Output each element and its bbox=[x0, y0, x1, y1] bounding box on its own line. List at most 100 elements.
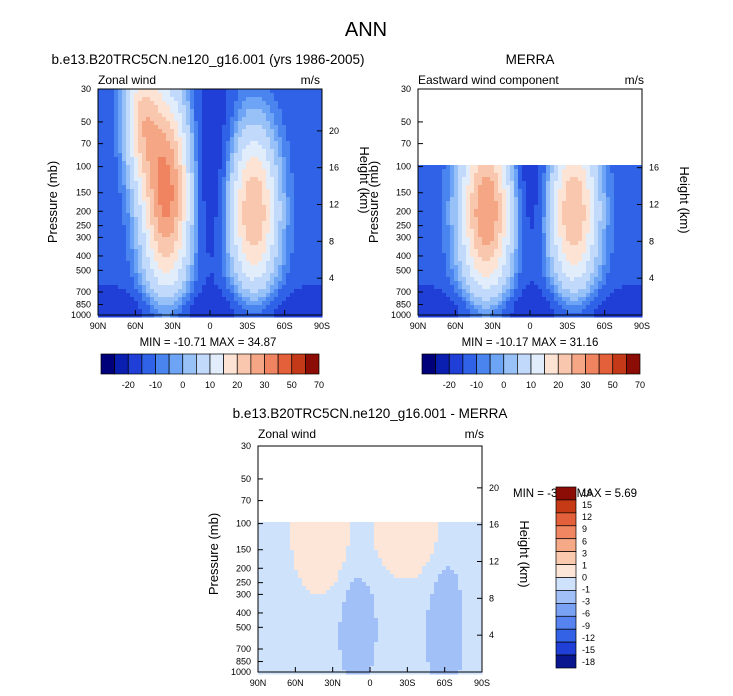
contour-cell bbox=[482, 277, 487, 282]
contour-cell bbox=[458, 237, 463, 242]
contour-cell bbox=[298, 137, 303, 142]
contour-cell bbox=[306, 133, 311, 138]
contour-cell bbox=[510, 269, 515, 274]
contour-cell bbox=[458, 193, 463, 198]
contour-cell bbox=[314, 209, 319, 214]
contour-cell bbox=[238, 121, 243, 126]
contour-cell bbox=[546, 273, 551, 278]
contour-cell bbox=[630, 209, 635, 214]
contour-cell bbox=[510, 281, 515, 286]
contour-cell bbox=[146, 165, 151, 170]
contour-cell bbox=[622, 213, 627, 218]
contour-cell bbox=[154, 213, 159, 218]
contour-cell bbox=[282, 301, 287, 306]
contour-cell bbox=[534, 273, 539, 278]
contour-cell bbox=[178, 93, 183, 98]
contour-cell bbox=[118, 289, 123, 294]
contour-cell bbox=[138, 145, 143, 150]
contour-cell bbox=[430, 185, 435, 190]
contour-cell bbox=[278, 145, 283, 150]
contour-cell bbox=[210, 209, 215, 214]
contour-cell bbox=[426, 261, 431, 266]
contour-cell bbox=[98, 121, 103, 126]
contour-cell bbox=[274, 233, 279, 238]
contour-cell bbox=[138, 273, 143, 278]
contour-cell bbox=[526, 173, 531, 178]
contour-cell bbox=[110, 273, 115, 278]
contour-cell bbox=[226, 221, 231, 226]
contour-cell bbox=[298, 201, 303, 206]
contour-cell bbox=[318, 209, 323, 214]
contour-cell bbox=[498, 257, 503, 262]
contour-cell bbox=[246, 149, 251, 154]
contour-cell bbox=[146, 177, 151, 182]
contour-cell bbox=[134, 181, 139, 186]
contour-cell bbox=[186, 209, 191, 214]
contour-cell bbox=[262, 121, 267, 126]
contour-cell bbox=[238, 129, 243, 134]
contour-cell bbox=[318, 233, 323, 238]
contour-cell bbox=[270, 129, 275, 134]
contour-cell bbox=[614, 189, 619, 194]
contour-cell bbox=[554, 233, 559, 238]
contour-cell bbox=[102, 209, 107, 214]
contour-cell bbox=[110, 153, 115, 158]
contour-cell bbox=[118, 161, 123, 166]
contour-cell bbox=[258, 153, 263, 158]
contour-cell bbox=[270, 89, 275, 94]
contour-cell bbox=[222, 169, 227, 174]
contour-cell bbox=[450, 261, 455, 266]
contour-cell bbox=[614, 261, 619, 266]
contour-cell bbox=[310, 213, 315, 218]
contour-cell bbox=[226, 149, 231, 154]
contour-cell bbox=[290, 133, 295, 138]
contour-cell bbox=[270, 189, 275, 194]
contour-cell bbox=[154, 197, 159, 202]
contour-cell bbox=[474, 165, 479, 170]
contour-cell bbox=[186, 269, 191, 274]
contour-cell bbox=[438, 265, 443, 270]
contour-cell bbox=[114, 229, 119, 234]
contour-cell bbox=[614, 273, 619, 278]
contour-cell bbox=[514, 201, 519, 206]
contour-cell bbox=[278, 293, 283, 298]
contour-cell bbox=[114, 173, 119, 178]
contour-cell bbox=[270, 237, 275, 242]
contour-cell bbox=[218, 289, 223, 294]
panel-model-contour-field bbox=[98, 89, 323, 318]
contour-cell bbox=[230, 145, 235, 150]
contour-cell bbox=[238, 217, 243, 222]
contour-cell bbox=[486, 285, 491, 290]
contour-cell bbox=[134, 293, 139, 298]
contour-cell bbox=[450, 249, 455, 254]
contour-cell bbox=[278, 157, 283, 162]
contour-cell bbox=[278, 305, 283, 310]
contour-cell bbox=[426, 173, 431, 178]
contour-cell bbox=[534, 173, 539, 178]
contour-cell bbox=[474, 177, 479, 182]
contour-cell bbox=[130, 165, 135, 170]
contour-cell bbox=[262, 245, 267, 250]
contour-cell bbox=[530, 173, 535, 178]
contour-cell bbox=[290, 289, 295, 294]
contour-cell bbox=[274, 305, 279, 310]
contour-cell bbox=[298, 149, 303, 154]
contour-cell bbox=[238, 153, 243, 158]
contour-cell bbox=[598, 245, 603, 250]
contour-cell bbox=[198, 265, 203, 270]
contour-cell bbox=[310, 237, 315, 242]
contour-cell bbox=[554, 245, 559, 250]
contour-cell bbox=[458, 165, 463, 170]
contour-cell bbox=[142, 273, 147, 278]
contour-cell bbox=[538, 185, 543, 190]
contour-cell bbox=[134, 177, 139, 182]
contour-cell bbox=[242, 89, 247, 94]
contour-cell bbox=[478, 169, 483, 174]
contour-cell bbox=[110, 217, 115, 222]
contour-cell bbox=[618, 201, 623, 206]
contour-cell bbox=[522, 217, 527, 222]
contour-cell bbox=[486, 201, 491, 206]
contour-cell bbox=[594, 169, 599, 174]
contour-cell bbox=[602, 165, 607, 170]
contour-cell bbox=[466, 197, 471, 202]
